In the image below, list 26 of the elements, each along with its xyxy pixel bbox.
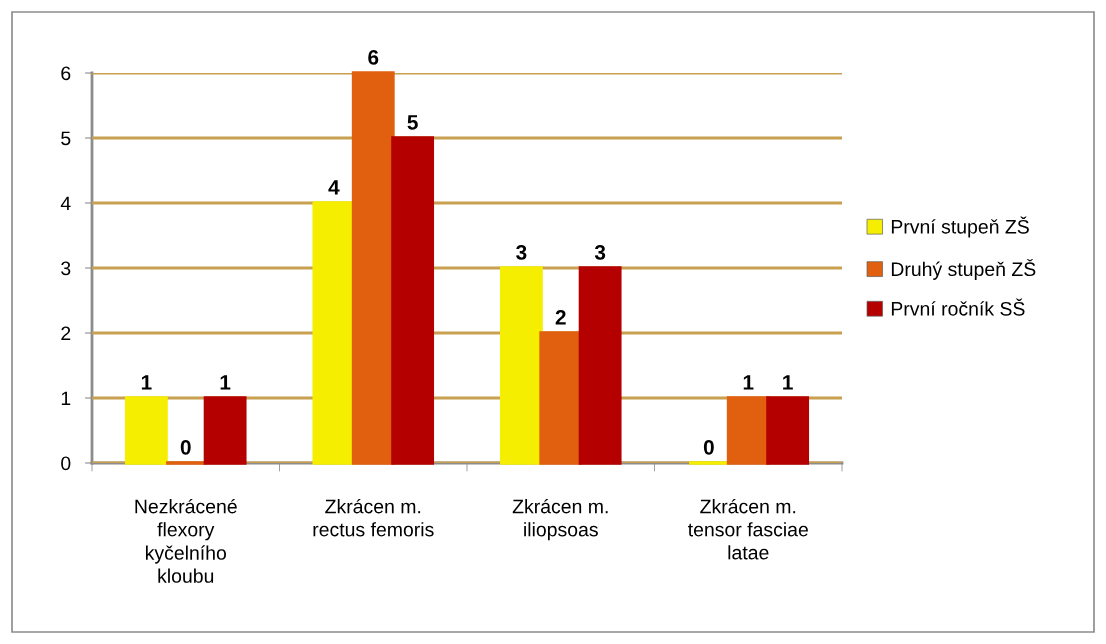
data-label: 1	[220, 375, 231, 390]
y-tick-label: 3	[61, 261, 71, 276]
data-label: 2	[555, 309, 566, 325]
y-tick-label: 2	[61, 326, 71, 341]
y-tick-label: 6	[61, 66, 71, 81]
data-label: 3	[594, 244, 606, 260]
data-label: 1	[743, 375, 754, 390]
x-tick-label: Zkrácen m. rectus femoris	[313, 498, 434, 537]
data-label: 0	[703, 439, 714, 455]
data-label: 4	[328, 180, 340, 195]
legend-label: První ročník SŠ	[891, 298, 1025, 316]
y-tick-label: 0	[61, 456, 71, 471]
y-tick-label: 1	[61, 391, 71, 406]
x-tick-label: Zkrácen m. iliopsoas	[512, 498, 608, 541]
x-tick-label: Zkrácen m. tensor fasciae latae	[688, 498, 808, 560]
legend-label: Druhý stupeň ZŠ	[891, 258, 1036, 280]
data-label: 1	[783, 375, 793, 390]
y-tick-label: 5	[61, 131, 71, 146]
data-label: 5	[407, 115, 418, 130]
y-tick-label: 4	[60, 196, 71, 211]
data-label: 1	[141, 375, 152, 390]
x-tick-label: Nezkrácené flexory kyčelního kloubu	[135, 498, 237, 583]
data-label: 6	[368, 49, 379, 65]
data-label: 0	[180, 439, 191, 455]
legend-label: První stupeň ZŠ	[891, 216, 1029, 238]
data-label: 3	[516, 244, 527, 260]
